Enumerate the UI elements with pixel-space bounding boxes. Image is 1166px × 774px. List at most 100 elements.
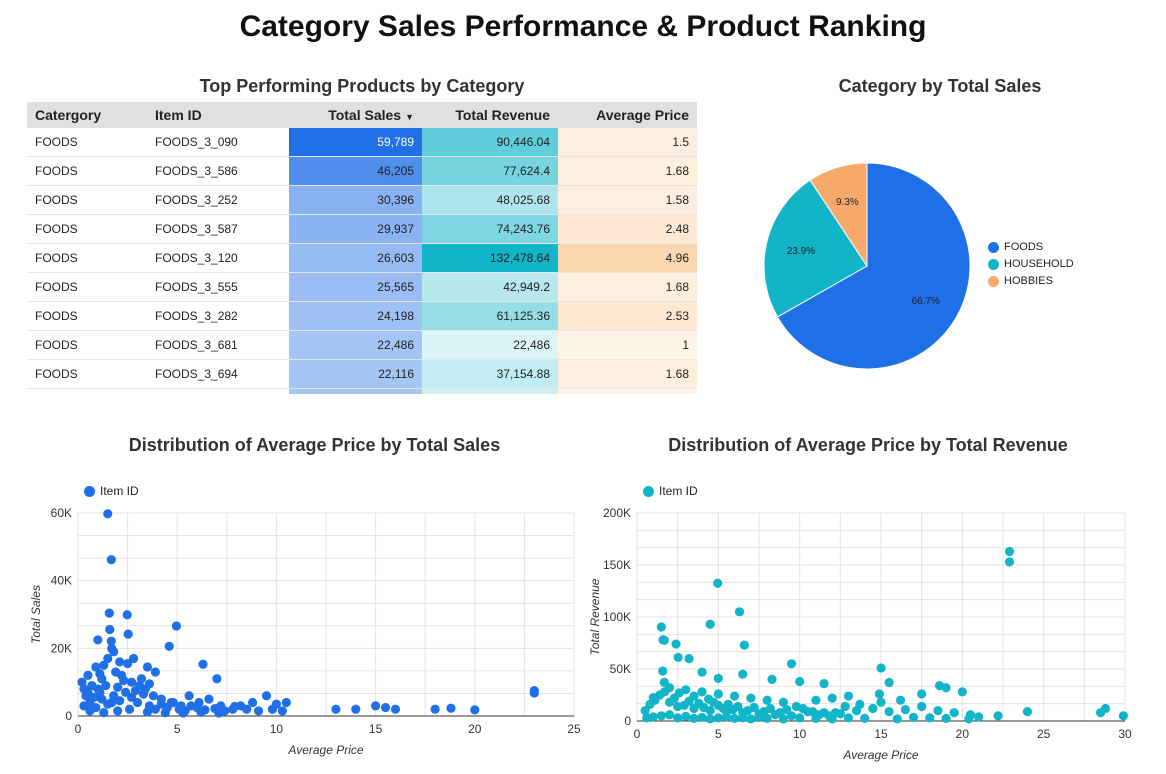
scatter-point[interactable] [673,652,683,663]
scatter-point[interactable] [1004,546,1015,557]
scatter-point[interactable] [721,712,732,722]
pie-slice-hobbies[interactable] [809,162,868,268]
scatter-point[interactable] [230,701,240,712]
scatter-point[interactable] [786,711,797,721]
scatter-point[interactable] [778,697,788,707]
scatter-point[interactable] [331,704,341,714]
scatter-point[interactable] [104,608,114,618]
scatter-point[interactable] [85,706,95,716]
scatter-point[interactable] [765,703,775,714]
scatter-point[interactable] [212,674,222,684]
scatter-point[interactable] [840,701,850,712]
scatter-point[interactable] [122,610,132,620]
scatter-point[interactable] [124,704,135,714]
scatter-point[interactable] [138,689,149,699]
scatter-point[interactable] [640,706,650,716]
table-row[interactable]: FOODS FOODS_3_282 24,198 61,125.36 2.53 [27,301,697,331]
scatter-point[interactable] [115,696,125,706]
scatter-point[interactable] [917,701,927,712]
scatter-point[interactable] [974,712,984,722]
scatter-point[interactable] [164,641,174,651]
scatter-point[interactable] [738,713,748,723]
scatter-point[interactable] [126,677,137,687]
scatter-point[interactable] [648,712,658,722]
scatter-point[interactable] [957,687,967,697]
scatter-point[interactable] [900,704,910,715]
scatter-point[interactable] [908,712,919,722]
scatter-point[interactable] [786,659,797,669]
scatter-point[interactable] [247,697,258,708]
scatter-point[interactable] [196,707,206,717]
scatter-point[interactable] [351,704,361,714]
scatter-point[interactable] [689,713,699,723]
scatter-point[interactable] [446,703,456,713]
scatter-point[interactable] [713,689,723,699]
scatter-point[interactable] [876,663,886,673]
scatter-point[interactable] [660,687,670,697]
column-header-category[interactable]: Catergory [27,102,147,128]
scatter-point[interactable] [214,708,224,718]
scatter-point[interactable] [739,640,749,650]
scatter-point[interactable] [697,687,707,697]
column-header-average-price[interactable]: Average Price [558,102,697,128]
scatter-point[interactable] [103,653,113,664]
scatter-point[interactable] [713,673,723,683]
scatter-point[interactable] [738,669,748,679]
scatter-point[interactable] [705,619,715,629]
scatter-point[interactable] [811,695,821,705]
scatter-point[interactable] [83,670,93,680]
scatter-point[interactable] [762,695,772,705]
scatter-point[interactable] [144,679,155,689]
scatter-point[interactable] [380,702,391,713]
table-row[interactable]: FOODS FOODS_3_090 59,789 90,446.04 1.5 [27,128,697,157]
scatter-point[interactable] [136,674,147,684]
scatter-point[interactable] [673,713,683,723]
scatter-point[interactable] [778,714,788,724]
scatter-point[interactable] [132,697,143,708]
pie-slice-household[interactable] [763,179,868,318]
scatter-point[interactable] [843,691,854,701]
scatter-point[interactable] [855,699,865,709]
pie-legend-item[interactable]: HOBBIES [988,275,1074,287]
scatter-point[interactable] [798,703,808,714]
scatter-point[interactable] [95,687,105,697]
scatter-point[interactable] [101,680,111,691]
scatter-point[interactable] [204,694,214,704]
scatter-point[interactable] [730,713,740,723]
column-header-total-sales[interactable]: Total Sales ▼ [289,102,422,128]
scatter-point[interactable] [659,677,669,687]
table-row[interactable]: FOODS FOODS_3_252 30,396 48,025.68 1.58 [27,185,697,215]
scatter-point[interactable] [168,697,178,708]
column-header-total-revenue[interactable]: Total Revenue [422,102,558,128]
scatter-point[interactable] [811,713,821,723]
scatter-point[interactable] [171,621,182,631]
table-row[interactable]: FOODS FOODS_3_587 29,937 74,243.76 2.48 [27,214,697,244]
scatter-point[interactable] [99,660,109,670]
scatter-point[interactable] [142,707,153,717]
sort-descending-icon[interactable]: ▼ [405,112,414,122]
scatter-point[interactable] [762,713,772,723]
scatter-point[interactable] [119,675,129,686]
scatter-point[interactable] [390,704,401,714]
scatter-point[interactable] [860,713,870,723]
scatter-point[interactable] [746,714,756,724]
pie-legend-item[interactable]: FOODS [988,241,1074,253]
scatter-point[interactable] [99,708,109,718]
pie-slice-foods[interactable] [776,162,971,370]
scatter-point[interactable] [1100,703,1111,714]
scatter-point[interactable] [697,667,707,677]
scatter-point[interactable] [699,702,709,713]
scatter-point[interactable] [113,682,123,692]
scatter-point[interactable] [242,704,252,714]
scatter-point[interactable] [681,711,691,721]
scatter-point[interactable] [106,636,116,646]
scatter-point[interactable] [674,688,684,698]
scatter-point[interactable] [656,711,666,721]
scatter-point[interactable] [713,713,723,723]
scatter-point[interactable] [730,691,740,701]
scatter-point[interactable] [933,706,943,716]
scatter-point[interactable] [198,659,208,669]
scatter-point[interactable] [884,677,894,688]
scatter-point[interactable] [917,689,927,699]
scatter-point[interactable] [671,639,681,649]
